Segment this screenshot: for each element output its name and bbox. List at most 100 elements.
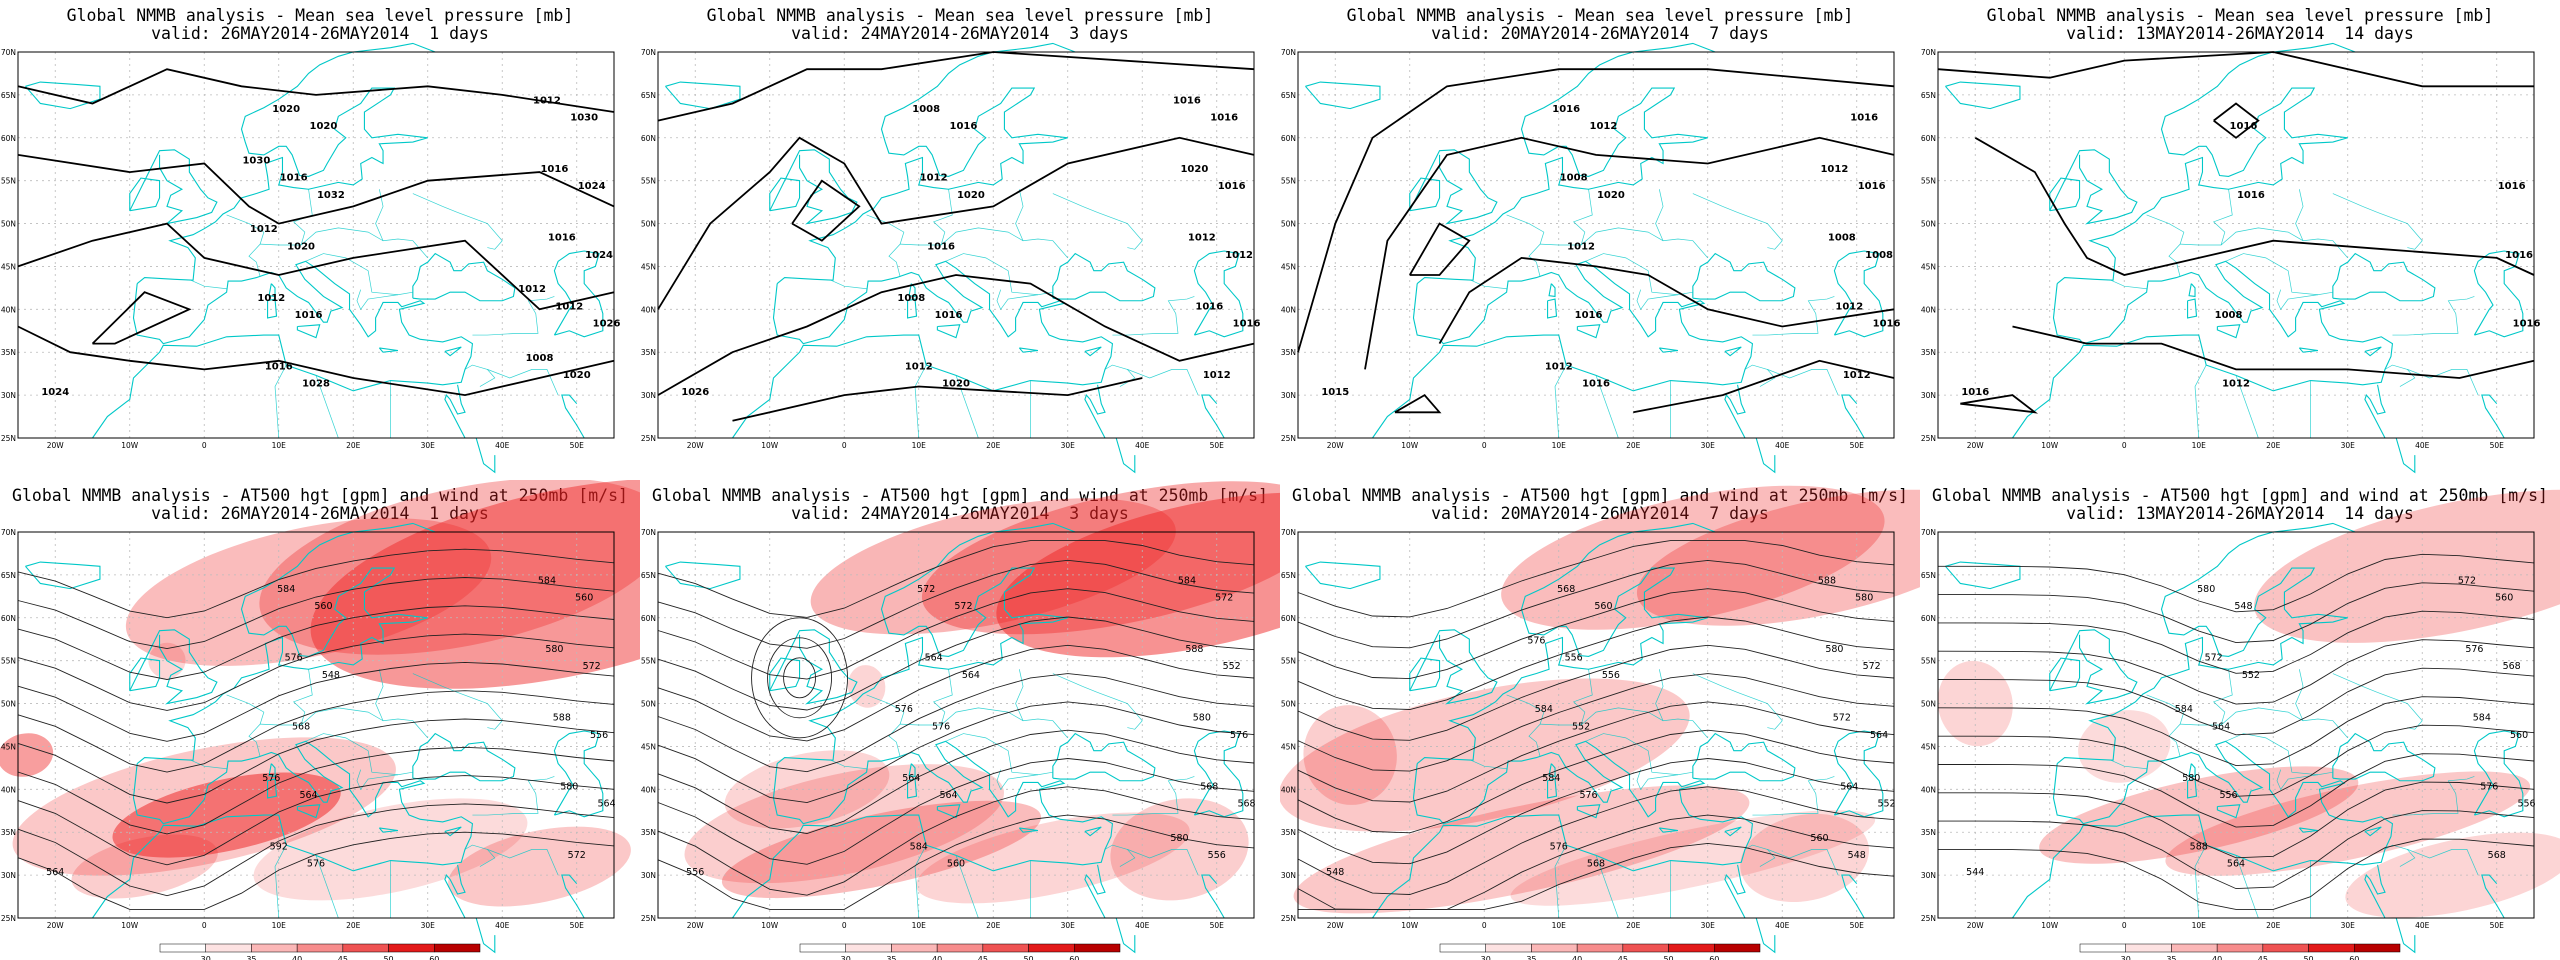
height-contour [657, 701, 1255, 804]
colorbar-segment [251, 943, 298, 953]
wind-speed-patch [916, 812, 1190, 904]
height-contour [1297, 701, 1895, 803]
mslp-panel-3day: Global NMMB analysis - Mean sea level pr… [640, 0, 1280, 480]
country-border [2276, 769, 2318, 791]
contour-label: 1012 [257, 293, 285, 304]
wind-speed-patch [2254, 489, 2560, 643]
coastline [2481, 874, 2505, 919]
coastline [129, 629, 218, 705]
panel-title: Global NMMB analysis - AT500 hgt [gpm] a… [12, 486, 628, 505]
coastline [1201, 394, 1225, 439]
lon-tick-label: 40E [495, 921, 510, 930]
contour-label: 576 [1550, 841, 1568, 852]
country-border [292, 189, 313, 246]
plot-frame [657, 531, 1255, 919]
axis-labels: 70N 65N 60N 55N 50N 45N 40N 35N 30N 25N 20W 10W 0 10E… [1921, 528, 2504, 930]
isobar [1364, 136, 1895, 370]
lon-tick-label: 20W [1967, 441, 1985, 450]
contour-label: 1016 [540, 164, 568, 175]
plot-frame [1937, 51, 2535, 439]
contour-label: 1030 [242, 156, 270, 167]
coastline [1084, 346, 1102, 357]
country-border [2146, 214, 2185, 277]
country-border [2295, 189, 2304, 241]
z500-wind-panel-14day: Global NMMB analysis - AT500 hgt [gpm] a… [1920, 480, 2560, 960]
height-contour [657, 559, 1255, 649]
contour-label: 560 [2495, 593, 2513, 604]
contours [1937, 51, 2535, 414]
country-border [900, 707, 1069, 739]
lat-tick-label: 35N [1921, 348, 1936, 357]
coastline [2049, 177, 2081, 212]
colorbar-tick-label: 50 [2303, 955, 2313, 960]
contour-label: 568 [2488, 850, 2506, 861]
panel-subtitle: valid: 26MAY2014-26MAY2014 1 days [151, 504, 489, 523]
contour-label: 1024 [585, 250, 613, 261]
height-contour [1297, 616, 1895, 710]
coastline [2473, 250, 2524, 338]
contour-label: 1020 [563, 370, 591, 381]
colorbar-segment [2171, 943, 2218, 953]
lat-tick-label: 70N [1921, 48, 1936, 57]
panel-subtitle: valid: 20MAY2014-26MAY2014 7 days [1431, 24, 1769, 43]
coastline [2049, 629, 2138, 705]
height-contour [751, 617, 849, 739]
lat-tick-label: 30N [1, 391, 16, 400]
height-contour [17, 831, 615, 910]
coastline [769, 657, 801, 692]
isobar [1394, 393, 1442, 414]
country-border [2407, 369, 2479, 396]
contour-label: 576 [2465, 644, 2483, 655]
contour-label: 1012 [533, 95, 561, 106]
axis-labels: 70N 65N 60N 55N 50N 45N 40N 35N 30N 25N 20W 10W 0 10E… [641, 48, 1224, 450]
contour-label: 580 [560, 781, 578, 792]
lat-tick-label: 70N [1921, 528, 1936, 537]
contour-label: 1012 [1567, 241, 1595, 252]
axis-labels: 70N 65N 60N 55N 50N 45N 40N 35N 30N 25N 20W 10W 0 10E… [1281, 528, 1864, 930]
contour-label: 1012 [1843, 370, 1871, 381]
country-border [1572, 669, 1593, 726]
coastline [1692, 732, 1796, 782]
coastlines [1305, 522, 1884, 954]
contour-label: 560 [575, 593, 593, 604]
coastline [1755, 437, 1776, 474]
contour-label: 564 [939, 790, 957, 801]
coastline [1833, 730, 1884, 818]
height-contour [17, 803, 615, 897]
lat-tick-label: 70N [641, 48, 656, 57]
contour-label: 1016 [927, 241, 955, 252]
coastline [2216, 324, 2241, 339]
plot-frame [657, 51, 1255, 439]
contour-label: 1016 [1210, 113, 1238, 124]
lat-tick-label: 60N [641, 134, 656, 143]
wind-speed-patch [310, 480, 640, 689]
lon-tick-label: 40E [2415, 441, 2430, 450]
lon-tick-label: 30E [2341, 921, 2356, 930]
coastline [1547, 298, 1558, 319]
country-border [830, 759, 867, 770]
lat-tick-label: 50N [1, 700, 16, 709]
contour-label: 568 [1557, 584, 1575, 595]
contour-labels: 556 564 568 572 576 560 552 564 572 576 556 564 568 5… [686, 575, 1255, 878]
colorbar-tick-label: 45 [1618, 955, 1628, 960]
country-border [260, 227, 429, 259]
coastline [732, 740, 1114, 919]
lon-tick-label: 10W [121, 441, 139, 450]
coastline [267, 298, 278, 319]
height-contour [1297, 786, 1895, 895]
contour-label: 572 [954, 601, 972, 612]
colorbar-segment [936, 943, 984, 953]
lon-tick-label: 10W [1401, 921, 1419, 930]
coastline [1305, 81, 1381, 110]
contour-label: 580 [1855, 593, 1873, 604]
contour-label: 592 [270, 841, 288, 852]
coastline [2364, 346, 2382, 357]
coastline [732, 260, 1114, 439]
colorbar: 30 35 40 45 50 60 [799, 943, 1121, 960]
axis-labels: 70N 65N 60N 55N 50N 45N 40N 35N 30N 25N 20W 10W 0 10E… [1921, 48, 2504, 450]
wind-speed-patch [1510, 810, 1876, 906]
contour-label: 576 [1579, 790, 1597, 801]
coastline [665, 561, 741, 590]
height-contour [1298, 842, 1895, 910]
country-border [1127, 849, 1199, 876]
